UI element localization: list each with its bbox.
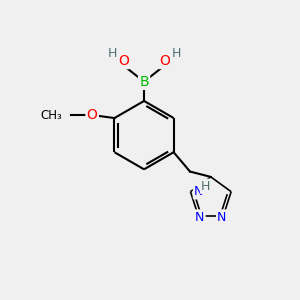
Text: CH₃: CH₃ — [41, 109, 62, 122]
Text: H: H — [107, 47, 117, 61]
Text: B: B — [139, 75, 149, 88]
Text: N: N — [195, 211, 204, 224]
Text: H: H — [172, 47, 181, 61]
Text: O: O — [159, 54, 170, 68]
Text: H: H — [201, 180, 211, 193]
Text: N: N — [217, 211, 226, 224]
Text: N: N — [194, 185, 203, 198]
Text: O: O — [87, 108, 98, 122]
Text: O: O — [118, 54, 129, 68]
